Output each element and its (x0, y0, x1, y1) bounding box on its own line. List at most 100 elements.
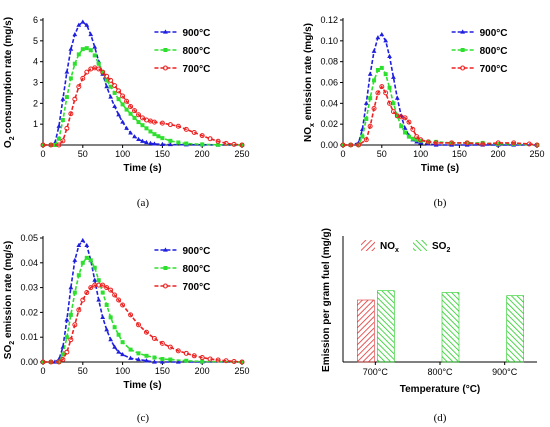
legend-marker-800 (163, 266, 168, 270)
data-point-700 (140, 115, 145, 121)
data-point-700 (64, 349, 70, 355)
y-axis-label-main: SO (3, 345, 14, 360)
data-point-900 (92, 44, 98, 49)
y-tick-label: 0.08 (320, 57, 338, 67)
data-point-800 (152, 132, 157, 137)
data-point-800 (100, 290, 105, 295)
legend-label-700: 700°C (182, 64, 210, 75)
data-point-800 (148, 129, 153, 134)
legend-label-900: 900°C (182, 246, 210, 257)
legend-marker-700 (162, 283, 168, 289)
data-point-700 (375, 90, 381, 96)
data-point-700 (40, 359, 46, 365)
data-point-700 (100, 282, 106, 288)
data-point-800 (372, 78, 377, 83)
data-point-700 (495, 140, 501, 146)
data-point-800 (383, 72, 388, 77)
data-point-800 (88, 258, 93, 263)
data-point-800 (168, 357, 173, 362)
data-point-900 (363, 100, 369, 105)
legend-marker-800 (460, 48, 465, 52)
data-point-700 (207, 356, 213, 362)
data-point-900 (144, 139, 149, 145)
y-axis-label-main: O (3, 140, 14, 148)
data-point-800 (403, 130, 408, 135)
data-point-700 (80, 75, 86, 81)
data-point-700 (511, 140, 517, 146)
data-point-700 (136, 322, 142, 328)
chart-panel-c: 0 50 100 150 200 250 0.00 0.01 0.02 0.03 0.04 0.05 T… (3, 233, 250, 391)
data-point-700 (387, 100, 393, 106)
x-axis-label: Time (s) (421, 163, 459, 174)
data-point-800 (414, 137, 419, 142)
data-point-900 (72, 257, 78, 262)
data-point-900 (76, 22, 82, 27)
data-point-700 (120, 302, 126, 308)
x-tick-label: 150 (155, 366, 170, 376)
data-point-900 (124, 125, 129, 130)
x-tick-label: 0 (40, 149, 45, 159)
data-point-700 (80, 297, 86, 303)
x-axis-label: Time (s) (123, 163, 161, 174)
y-axis-label-main: NO (303, 127, 314, 142)
legend-marker-800 (163, 48, 168, 52)
data-point-700 (425, 139, 431, 145)
data-point-800 (76, 52, 81, 57)
data-point-700 (40, 142, 46, 148)
y-tick-label: 0.00 (20, 357, 38, 367)
data-point-700 (56, 142, 62, 148)
data-point-700 (143, 329, 149, 335)
data-point-800 (434, 139, 439, 144)
y-tick-label: 0.04 (320, 98, 338, 108)
data-point-800 (375, 68, 380, 72)
data-point-700 (363, 137, 369, 143)
data-point-700 (68, 111, 74, 117)
data-point-700 (402, 115, 408, 121)
data-point-700 (84, 69, 90, 75)
data-point-700 (56, 359, 62, 365)
data-point-800 (184, 141, 189, 146)
y-tick-label: 3 (33, 78, 38, 88)
series-line-800 (43, 47, 243, 146)
data-point-800 (364, 116, 369, 121)
x-tick-label: 100 (115, 366, 130, 376)
data-point-700 (231, 141, 237, 147)
data-point-900 (379, 31, 385, 37)
data-point-700 (72, 322, 78, 328)
data-point-800 (128, 347, 133, 352)
data-point-700 (76, 84, 82, 90)
x-tick-label: 0 (340, 149, 345, 159)
data-point-800 (76, 273, 81, 278)
data-point-900 (100, 314, 106, 319)
data-point-700 (356, 142, 362, 148)
series-line-900 (43, 239, 242, 363)
data-point-900 (120, 119, 125, 124)
data-point-800 (418, 138, 423, 143)
data-point-700 (231, 359, 237, 365)
x-tick-label: 900°C (492, 367, 518, 377)
data-point-900 (84, 242, 90, 248)
data-point-800 (104, 302, 109, 307)
data-point-700 (340, 142, 346, 148)
x-tick-label: 700°C (363, 367, 389, 377)
data-point-800 (92, 265, 97, 270)
data-point-800 (72, 61, 77, 66)
legend-label-900: 900°C (480, 28, 508, 39)
data-point-700 (136, 112, 142, 118)
y-axis-label-rest: consumption rate (mg/s) (3, 17, 14, 136)
data-point-800 (184, 358, 189, 363)
data-point-900 (160, 141, 165, 146)
data-point-800 (136, 351, 141, 356)
data-point-800 (68, 76, 73, 81)
y-tick-label: 5 (33, 36, 38, 46)
data-point-700 (191, 130, 197, 135)
data-point-700 (410, 126, 416, 132)
legend-label-700: 700°C (480, 64, 508, 75)
data-point-700 (159, 340, 165, 346)
x-tick-label: 200 (195, 149, 210, 159)
data-point-900 (84, 22, 90, 27)
data-point-800 (108, 84, 113, 89)
data-point-800 (72, 290, 77, 295)
data-point-700 (88, 285, 94, 291)
